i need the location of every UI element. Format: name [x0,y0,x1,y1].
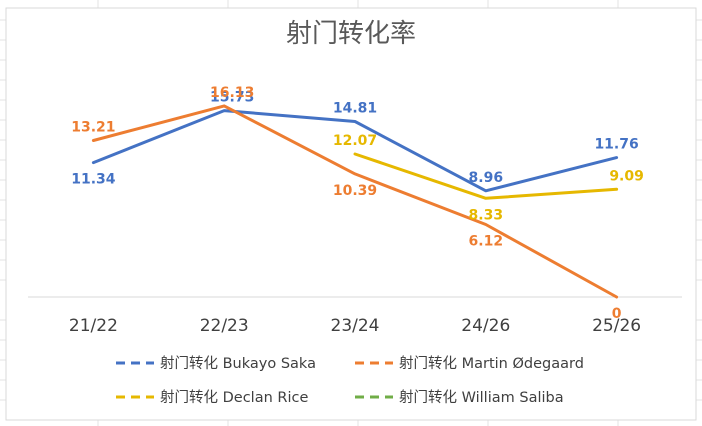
x-axis-ticks: 21/22 22/23 23/24 24/26 25/26 [69,316,641,336]
series-lines [91,104,619,299]
legend-item: 射门转化 Declan Rice [116,389,308,406]
chart-title: 射门转化率 [286,19,416,49]
data-label: 8.33 [469,207,504,223]
legend: 射门转化 Bukayo Saka 射门转化 Martin Ødegaard 射门转化… [116,355,584,406]
data-label: 16.13 [210,85,254,101]
data-label: 10.39 [333,183,377,199]
x-tick-label: 22/23 [200,316,249,336]
data-label: 9.09 [609,168,644,184]
legend-label: 射门转化 Bukayo Saka [160,355,316,372]
series-line-0 [91,109,619,193]
data-label: 13.21 [71,119,115,135]
x-tick-label: 21/22 [69,316,118,336]
x-tick-label: 24/26 [461,316,510,336]
x-tick-label: 23/24 [331,316,380,336]
data-label: 11.76 [594,137,638,153]
legend-item: 射门转化 William Saliba [355,389,564,406]
series-line-1 [91,104,619,299]
data-label: 15.73 [210,90,254,106]
series-line-2 [353,152,619,200]
legend-item: 射门转化 Bukayo Saka [116,355,316,372]
data-label: 6.12 [469,233,504,249]
data-labels: 11.34 15.73 14.81 8.96 11.76 13.21 16.13 10.39 6… [71,85,644,322]
data-label: 8.96 [469,170,504,186]
data-label: 12.07 [333,133,377,149]
data-label: 0 [612,306,622,322]
x-tick-label: 25/26 [592,316,641,336]
data-label: 11.34 [71,172,116,188]
legend-label: 射门转化 Martin Ødegaard [399,355,584,372]
legend-label: 射门转化 William Saliba [399,389,564,406]
chart-frame [5,7,697,421]
data-label: 14.81 [333,101,377,117]
legend-item: 射门转化 Martin Ødegaard [355,355,584,372]
legend-label: 射门转化 Declan Rice [160,389,308,406]
